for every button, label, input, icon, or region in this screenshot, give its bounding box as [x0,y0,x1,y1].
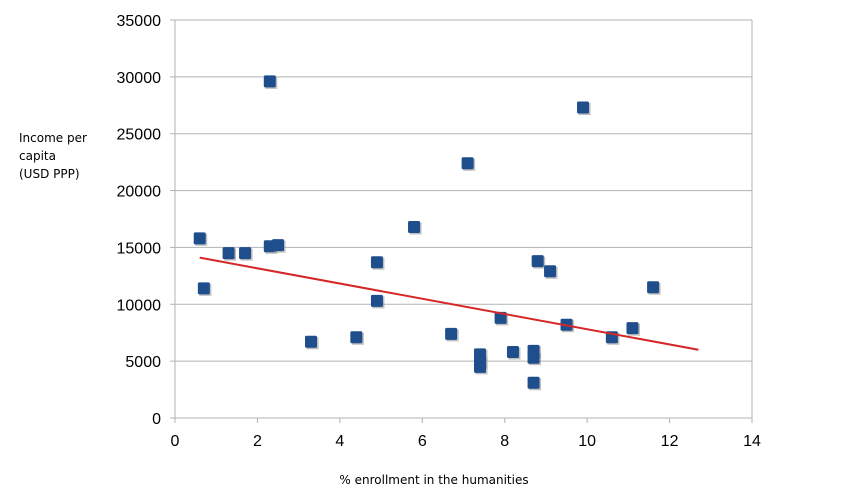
data-point [544,265,557,278]
x-tick-label: 6 [418,433,427,450]
x-tick-label: 2 [253,433,262,450]
data-point [350,331,363,344]
data-point [408,220,421,233]
data-point [305,335,318,348]
x-tick-label: 14 [743,433,761,450]
axes [170,19,753,423]
data-point [197,282,210,295]
data-point [239,247,252,260]
data-point [272,239,285,252]
x-tick-label: 12 [661,433,679,450]
data-point [527,351,540,364]
data-point [370,256,383,269]
data-point [506,346,519,359]
data-point [577,101,590,114]
y-tick-label: 30000 [117,70,162,87]
y-tick-label: 25000 [117,127,162,144]
data-point [647,281,660,294]
y-tick-label: 20000 [117,184,162,201]
data-point [263,75,276,88]
data-point [370,294,383,307]
data-point [527,376,540,389]
y-axis-label-line-2: capita [19,149,56,163]
y-tick-label: 0 [152,411,161,428]
gridlines [175,19,752,362]
data-point [494,311,507,324]
x-tick-label: 10 [578,433,596,450]
x-tick-labels: 0 2 4 6 8 10 12 14 [171,433,761,450]
x-tick-label: 4 [335,433,344,450]
data-point [461,157,474,170]
trendline-group [199,256,699,351]
data-point [193,232,206,245]
data-point [445,327,458,340]
x-axis-label: % enrollment in the humanities [339,473,529,487]
y-tick-labels: 0 5000 10000 15000 20000 25000 30000 35000 [117,13,162,428]
y-tick-label: 15000 [117,240,162,257]
y-tick-label: 5000 [125,354,161,371]
y-axis-label-line-1: Income per [19,131,87,145]
data-point [222,247,235,260]
x-tick-label: 0 [171,433,180,450]
data-points [193,75,661,391]
y-tick-label: 10000 [117,297,162,314]
data-point [473,360,486,373]
x-tick-label: 8 [500,433,509,450]
y-axis-label-line-3: (USD PPP) [19,167,80,181]
data-point [531,255,544,268]
data-point [626,322,639,335]
y-tick-label: 35000 [117,13,162,30]
trendline [199,256,699,351]
